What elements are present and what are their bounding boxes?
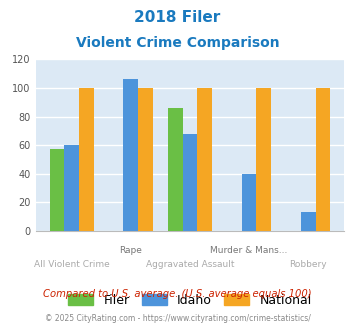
Bar [242,174,256,231]
Bar [168,108,182,231]
Text: Robbery: Robbery [289,260,327,269]
Text: Violent Crime Comparison: Violent Crime Comparison [76,36,279,50]
Bar [124,80,138,231]
Bar [64,145,79,231]
Bar [138,88,153,231]
Text: Aggravated Assault: Aggravated Assault [146,260,234,269]
Bar [316,88,330,231]
Bar [79,88,94,231]
Bar [182,134,197,231]
Text: 2018 Filer: 2018 Filer [135,10,220,25]
Text: Compared to U.S. average. (U.S. average equals 100): Compared to U.S. average. (U.S. average … [43,289,312,299]
Legend: Filer, Idaho, National: Filer, Idaho, National [63,289,317,312]
Text: All Violent Crime: All Violent Crime [34,260,110,269]
Text: Murder & Mans...: Murder & Mans... [211,246,288,255]
Bar [50,149,64,231]
Bar [301,213,316,231]
Text: Rape: Rape [119,246,142,255]
Bar [256,88,271,231]
Bar [197,88,212,231]
Text: © 2025 CityRating.com - https://www.cityrating.com/crime-statistics/: © 2025 CityRating.com - https://www.city… [45,314,310,323]
